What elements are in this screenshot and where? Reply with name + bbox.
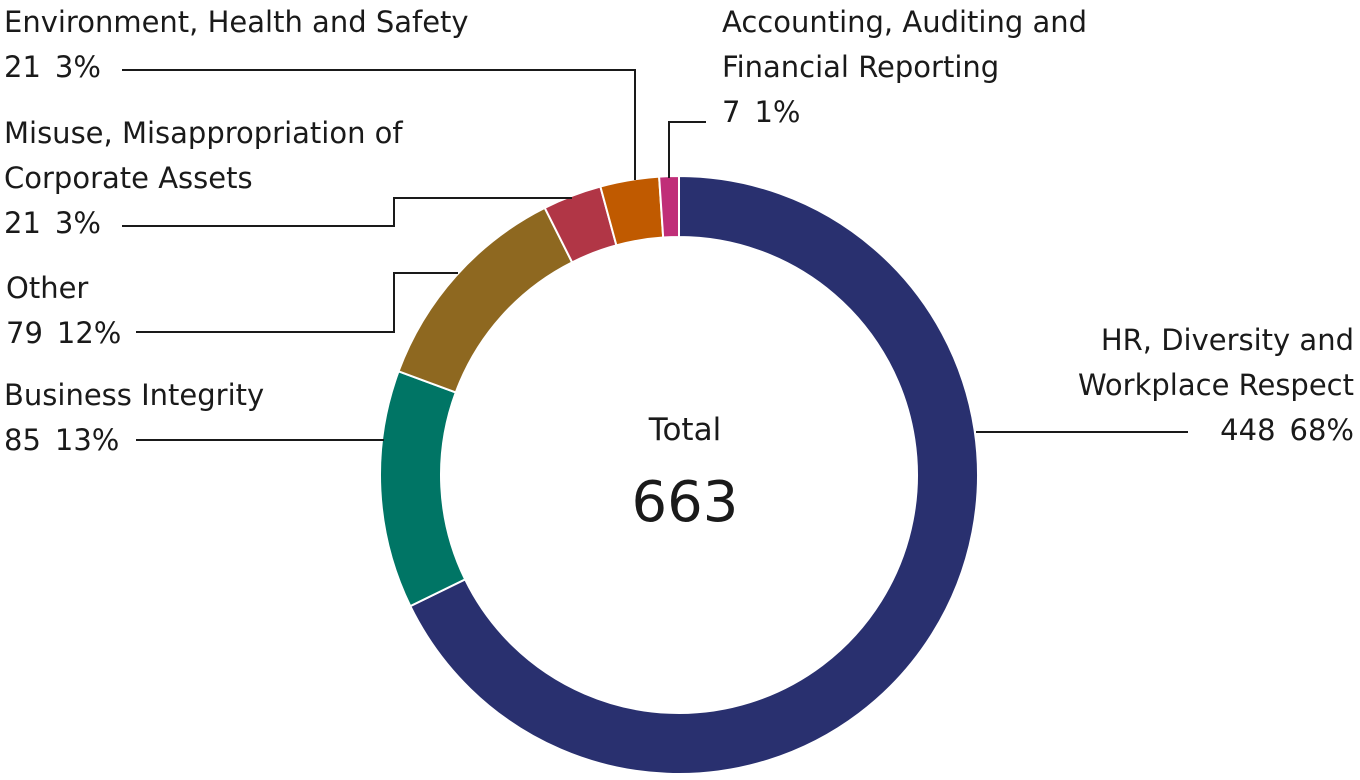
slice-value-misuse: 21 xyxy=(4,205,41,240)
leader-line-ehs xyxy=(122,69,636,180)
slice-label-accounting: Accounting, Auditing and Financial Repor… xyxy=(722,0,1087,135)
donut-slice-hr xyxy=(408,174,979,775)
slice-label-accounting-line2: Financial Reporting xyxy=(722,49,1000,84)
donut-slice-accounting xyxy=(658,174,680,239)
donut-slice-other xyxy=(397,206,574,394)
slice-label-accounting-line1: Accounting, Auditing and xyxy=(722,5,1088,39)
slice-value-ehs: 21 xyxy=(4,49,41,84)
slice-percent-misuse: 3% xyxy=(54,205,101,240)
slice-value-hr: 448 xyxy=(1220,412,1276,447)
slice-value-other: 79 xyxy=(6,315,43,350)
leader-line-other xyxy=(136,272,458,333)
slice-value-accounting: 7 xyxy=(722,94,741,129)
slice-label-ehs: Environment, Health and Safety 21 3% xyxy=(4,0,469,90)
leader-line-misuse xyxy=(122,197,572,227)
slice-label-misuse-line1: Misuse, Misappropriation of xyxy=(4,116,403,150)
slice-label-other-line1: Other xyxy=(6,271,89,305)
leader-line-accounting xyxy=(668,121,706,178)
donut-center-title: Total xyxy=(648,412,722,448)
slice-label-misuse-line2: Corporate Assets xyxy=(4,160,253,195)
slice-value-business-integrity: 85 xyxy=(4,422,41,457)
donut-slice-business-integrity xyxy=(379,370,467,608)
slice-label-hr-line1: HR, Diversity and xyxy=(1100,323,1354,357)
slice-percent-other: 12% xyxy=(56,315,122,350)
slice-percent-business-integrity: 13% xyxy=(54,422,120,457)
slice-label-hr: HR, Diversity and Workplace Respect 448 6… xyxy=(1078,318,1354,453)
slice-label-other: Other 79 12% xyxy=(6,266,121,356)
slice-label-business-integrity-line1: Business Integrity xyxy=(4,378,265,412)
slice-label-hr-line2: Workplace Respect xyxy=(1077,367,1354,402)
slice-label-misuse: Misuse, Misappropriation of Corporate As… xyxy=(4,111,403,246)
slice-label-ehs-line1: Environment, Health and Safety xyxy=(4,5,469,39)
slice-percent-hr: 68% xyxy=(1289,412,1354,447)
donut-center-value: 663 xyxy=(631,470,739,535)
slice-percent-accounting: 1% xyxy=(754,94,801,129)
slice-percent-ehs: 3% xyxy=(54,49,101,84)
slice-label-business-integrity: Business Integrity 85 13% xyxy=(4,373,264,463)
